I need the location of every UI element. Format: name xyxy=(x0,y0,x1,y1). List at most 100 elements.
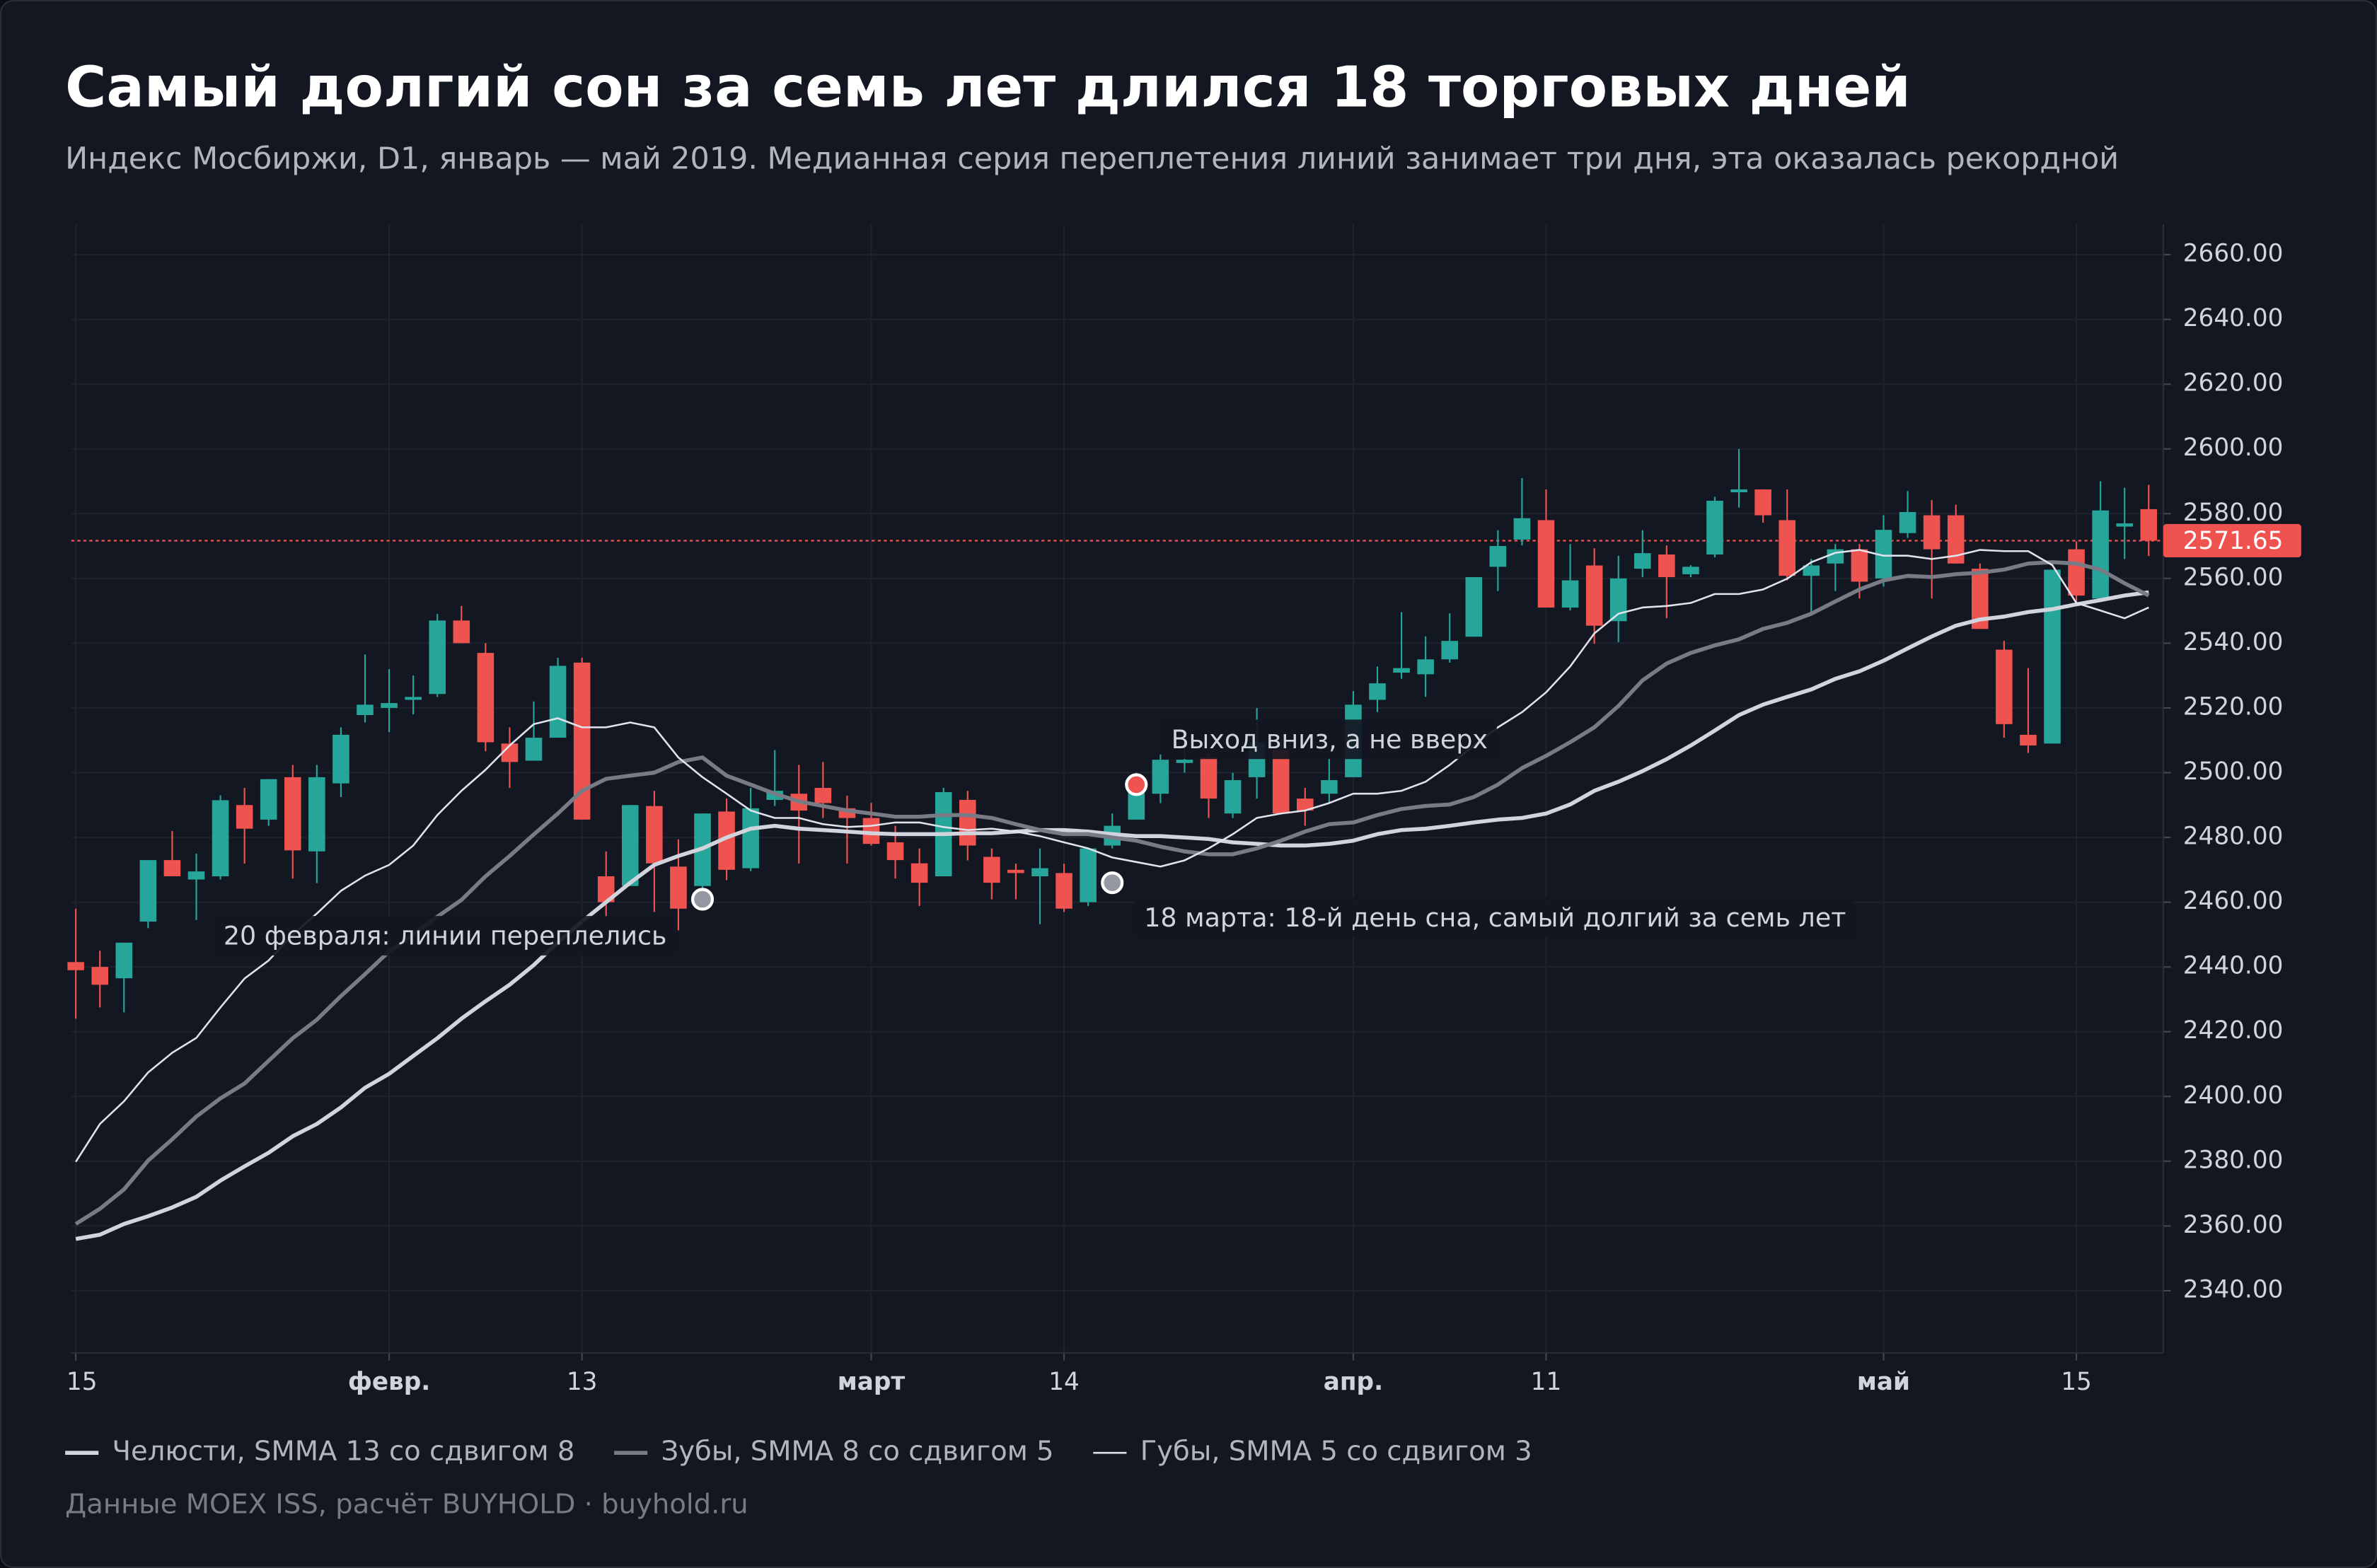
candle-body xyxy=(115,942,133,979)
candle-body xyxy=(1561,580,1579,608)
candle-body xyxy=(886,842,904,861)
candle-body xyxy=(670,866,687,909)
y-tick-label: 2380.00 xyxy=(2183,1146,2284,1174)
candle-body xyxy=(1537,520,1555,608)
candle-body xyxy=(429,620,446,695)
y-tick-label: 2340.00 xyxy=(2183,1275,2284,1303)
candle-body xyxy=(308,777,325,852)
candle-body xyxy=(405,697,422,700)
y-tick-label: 2440.00 xyxy=(2183,952,2284,980)
annotation-marker xyxy=(690,888,715,911)
x-tick-label: март xyxy=(838,1368,906,1396)
annotation-label: 18 марта: 18-й день сна, самый долгий за… xyxy=(1144,902,1846,933)
candle-body xyxy=(525,738,543,761)
candle-body xyxy=(1706,500,1723,554)
y-tick-label: 2400.00 xyxy=(2183,1081,2284,1110)
y-tick-label: 2560.00 xyxy=(2183,563,2284,591)
candle-body xyxy=(67,962,84,970)
candle-body xyxy=(2044,569,2061,744)
y-tick-label: 2420.00 xyxy=(2183,1016,2284,1045)
candle-body xyxy=(1682,567,1699,574)
candle-body xyxy=(597,876,615,902)
candle-body xyxy=(1754,489,1771,516)
candle-body xyxy=(2092,510,2109,599)
candle-body xyxy=(1803,565,1820,576)
y-tick-label: 2640.00 xyxy=(2183,304,2284,332)
candle-body xyxy=(381,703,398,708)
y-tick-label: 2620.00 xyxy=(2183,369,2284,397)
candle-body xyxy=(1080,848,1097,902)
candle-body xyxy=(163,860,181,876)
x-tick-label: апр. xyxy=(1324,1368,1383,1396)
candle-body xyxy=(1947,515,1965,564)
alligator-line xyxy=(75,549,2149,1163)
candle-body xyxy=(236,805,253,829)
candle-body xyxy=(212,800,229,876)
candle-body xyxy=(2116,523,2133,527)
annotation-background xyxy=(1135,898,1856,938)
candle-body xyxy=(453,620,470,644)
candle-body xyxy=(1730,489,1747,493)
x-tick-label: февр. xyxy=(348,1368,430,1396)
x-tick-label: 14 xyxy=(1048,1368,1080,1396)
candle-body xyxy=(1923,515,1941,550)
candle-body xyxy=(260,779,277,820)
candle-body xyxy=(1321,780,1338,794)
candle-body xyxy=(1007,869,1024,873)
candle-body xyxy=(501,743,519,762)
y-tick-label: 2540.00 xyxy=(2183,628,2284,656)
candle-body xyxy=(1369,683,1386,700)
candle-body xyxy=(1128,791,1145,820)
y-tick-label: 2460.00 xyxy=(2183,887,2284,915)
candle-body xyxy=(742,808,759,869)
candle-body xyxy=(1634,553,1651,569)
y-tick-label: 2520.00 xyxy=(2183,692,2284,721)
candle-body xyxy=(1585,565,1603,626)
chart-title: Самый долгий сон за семь лет длился 18 т… xyxy=(65,54,1911,120)
candle-body xyxy=(573,662,591,820)
annotation-marker xyxy=(1101,871,1124,895)
candle-body xyxy=(1779,520,1795,576)
candle-body xyxy=(1200,757,1218,799)
candle-body xyxy=(1513,518,1531,540)
y-tick-label: 2500.00 xyxy=(2183,757,2284,786)
price-tag-label: 2571.65 xyxy=(2183,527,2284,555)
candle-body xyxy=(1272,750,1290,814)
candle-body xyxy=(1972,569,1989,629)
candle-body xyxy=(1465,576,1483,637)
candle-body xyxy=(1899,511,1916,533)
annotation-label: 20 февраля: линии переплелись xyxy=(224,921,667,951)
chart-subtitle: Индекс Мосбиржи, D1, январь — май 2019. … xyxy=(65,141,2119,177)
candle-body xyxy=(357,704,374,716)
candle-body xyxy=(1875,530,1892,579)
annotation-label: Выход вниз, а не вверх xyxy=(1172,724,1488,755)
candle-body xyxy=(983,856,1000,883)
x-tick-label: 11 xyxy=(1531,1368,1562,1396)
alligator-line xyxy=(75,590,2149,1241)
annotation-background xyxy=(214,916,676,956)
candle-body xyxy=(1489,546,1507,567)
candle-body xyxy=(477,653,495,743)
y-tick-label: 2580.00 xyxy=(2183,499,2284,527)
candle-body xyxy=(910,863,928,883)
candle-body xyxy=(1996,649,2013,724)
candle-body xyxy=(1152,760,1169,794)
y-tick-label: 2480.00 xyxy=(2183,823,2284,851)
annotation-background xyxy=(1162,719,1497,760)
candle-body xyxy=(2140,509,2158,541)
candle-body xyxy=(2020,734,2037,746)
source-note: Данные MOEX ISS, расчёт BUYHOLD · buyhol… xyxy=(65,1489,748,1521)
x-tick-label: 13 xyxy=(567,1368,598,1396)
candle-body xyxy=(646,806,663,864)
candle-body xyxy=(1297,798,1314,811)
candle-body xyxy=(1056,873,1072,909)
candle-body xyxy=(284,777,301,851)
candle-body xyxy=(718,811,735,870)
candle-body xyxy=(91,967,108,985)
candle-body xyxy=(1658,554,1675,577)
candle-body xyxy=(1224,780,1242,814)
candle-body xyxy=(959,799,976,846)
